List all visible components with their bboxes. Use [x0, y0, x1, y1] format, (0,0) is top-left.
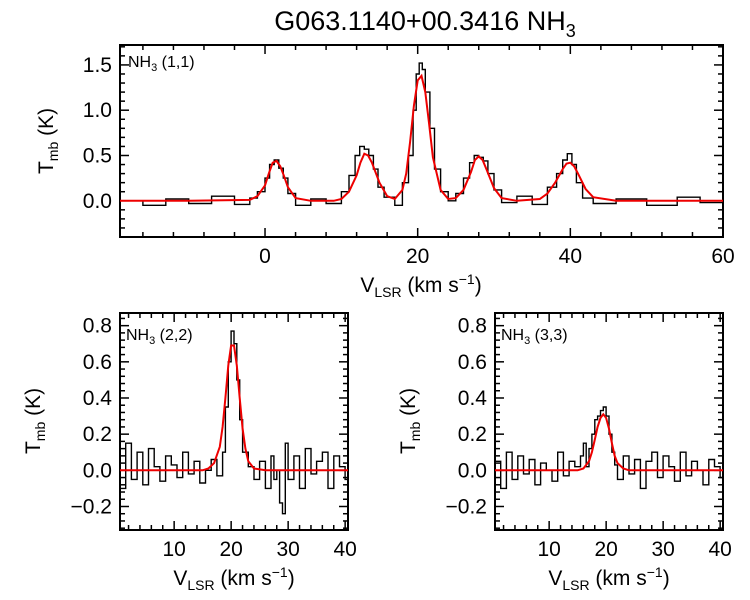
- x-axis-label-rest: (km s: [215, 567, 272, 590]
- x-axis-label-subscript: LSR: [562, 577, 589, 593]
- x-tick-label: 30: [651, 538, 674, 561]
- y-tick-label: 0.8: [83, 315, 112, 338]
- tick-marks: [495, 313, 723, 530]
- y-axis-label: Tmb (K): [397, 388, 423, 454]
- x-tick-label: 20: [219, 538, 242, 561]
- figure-title-main: G063.1140+00.3416 NH: [274, 6, 565, 36]
- y-tick-label: −0.2: [446, 495, 487, 518]
- x-axis-label-rest: (km s: [590, 567, 647, 590]
- panel-label-main: NH: [126, 327, 149, 344]
- x-axis-label: VLSR (km s−1): [360, 271, 481, 300]
- tick-labels: 10 20 30 40 −0.2 0.0 0.2 0.4 0.6 0.8: [71, 315, 357, 561]
- observed-spectrum-line: [120, 62, 724, 206]
- x-axis-label-close: ): [288, 567, 295, 590]
- x-tick-label: 20: [406, 245, 429, 268]
- y-axis-label-rest: (K): [397, 388, 420, 422]
- plot-frame: [494, 312, 724, 531]
- panel-nh3-3-3: 10 20 30 40 −0.2 0.0 0.2 0.4 0.6 0.8 NH3 (3,3) VL…: [397, 312, 732, 593]
- panel-label-subscript: 3: [524, 335, 530, 347]
- figure-title: G063.1140+00.3416 NH3: [274, 6, 576, 41]
- y-tick-label: 1.0: [83, 99, 112, 122]
- tick-labels: 10 20 30 40 −0.2 0.0 0.2 0.4 0.6 0.8: [446, 315, 732, 561]
- y-tick-label: 0.0: [83, 459, 112, 482]
- y-tick-label: 0.2: [83, 423, 112, 446]
- y-tick-label: 0.0: [458, 459, 487, 482]
- panel-nh3-1-1: 0 20 40 60 0.0 0.5 1.0 1.5 NH3 (1,1) VLSR (km s…: [35, 44, 735, 300]
- panel-label: NH3 (1,1): [128, 54, 195, 74]
- panel-nh3-2-2: 10 20 30 40 −0.2 0.0 0.2 0.4 0.6 0.8 NH3 (2,2) VL…: [22, 312, 357, 593]
- x-axis-label-close: ): [663, 567, 670, 590]
- series-layer: [120, 330, 348, 515]
- y-tick-label: −0.2: [71, 495, 112, 518]
- y-tick-label: 0.0: [83, 190, 112, 213]
- gaussian-fit-line: [495, 412, 723, 472]
- panel-label-subscript: 3: [149, 335, 155, 347]
- y-tick-label: 1.5: [83, 54, 112, 77]
- x-tick-label: 20: [594, 538, 617, 561]
- tick-marks: [120, 45, 724, 238]
- y-tick-label: 0.8: [458, 315, 487, 338]
- x-axis-label: VLSR (km s−1): [173, 564, 294, 593]
- panel-label-rest: (3,3): [530, 327, 567, 344]
- x-tick-label: 30: [276, 538, 299, 561]
- panel-label-main: NH: [128, 54, 151, 71]
- y-tick-label: 0.6: [458, 351, 487, 374]
- y-tick-label: 0.2: [458, 423, 487, 446]
- gaussian-fit-line: [120, 344, 348, 472]
- x-axis-label-main: V: [173, 567, 187, 590]
- x-axis-label-superscript: −1: [647, 564, 663, 580]
- panel-label-rest: (2,2): [155, 327, 192, 344]
- x-axis-label-main: V: [360, 274, 374, 297]
- observed-spectrum-line: [495, 406, 723, 490]
- x-axis-label-superscript: −1: [272, 564, 288, 580]
- x-axis-label-subscript: LSR: [187, 577, 214, 593]
- x-axis-label-superscript: −1: [459, 271, 475, 287]
- tick-labels: 0 20 40 60 0.0 0.5 1.0 1.5: [83, 54, 735, 268]
- panel-label: NH3 (3,3): [501, 327, 568, 347]
- y-axis-label-rest: (K): [35, 108, 58, 142]
- x-tick-label: 40: [333, 538, 356, 561]
- y-axis-label-main: T: [35, 161, 58, 174]
- x-tick-label: 40: [708, 538, 731, 561]
- panel-label-main: NH: [501, 327, 524, 344]
- x-tick-label: 40: [559, 245, 582, 268]
- series-layer: [120, 62, 724, 206]
- x-tick-label: 60: [711, 245, 734, 268]
- x-tick-label: 0: [259, 245, 271, 268]
- panel-label: NH3 (2,2): [126, 327, 193, 347]
- y-tick-label: 0.4: [458, 387, 488, 410]
- x-axis-label-close: ): [475, 274, 482, 297]
- x-tick-label: 10: [162, 538, 185, 561]
- y-tick-label: 0.4: [83, 387, 113, 410]
- y-axis-label-subscript: mb: [32, 422, 48, 442]
- y-axis-label-main: T: [397, 441, 420, 454]
- plot-frame: [119, 44, 724, 238]
- gaussian-fit-line: [120, 73, 723, 202]
- x-tick-label: 10: [537, 538, 560, 561]
- tick-marks: [120, 313, 348, 530]
- y-axis-label: Tmb (K): [35, 108, 61, 174]
- y-tick-label: 0.5: [83, 144, 112, 167]
- series-layer: [495, 406, 723, 490]
- y-axis-label-rest: (K): [22, 388, 45, 422]
- panel-label-subscript: 3: [151, 62, 157, 74]
- y-axis-label-subscript: mb: [45, 142, 61, 162]
- y-tick-label: 0.6: [83, 351, 112, 374]
- y-axis-label: Tmb (K): [22, 388, 48, 454]
- panel-label-rest: (1,1): [157, 54, 194, 71]
- observed-spectrum-line: [120, 330, 348, 515]
- x-axis-label-rest: (km s: [402, 274, 459, 297]
- y-axis-label-subscript: mb: [407, 422, 423, 442]
- x-axis-label: VLSR (km s−1): [548, 564, 669, 593]
- figure-title-subscript: 3: [566, 21, 576, 41]
- plot-frame: [119, 312, 349, 531]
- y-axis-label-main: T: [22, 441, 45, 454]
- x-axis-label-subscript: LSR: [374, 284, 401, 300]
- x-axis-label-main: V: [548, 567, 562, 590]
